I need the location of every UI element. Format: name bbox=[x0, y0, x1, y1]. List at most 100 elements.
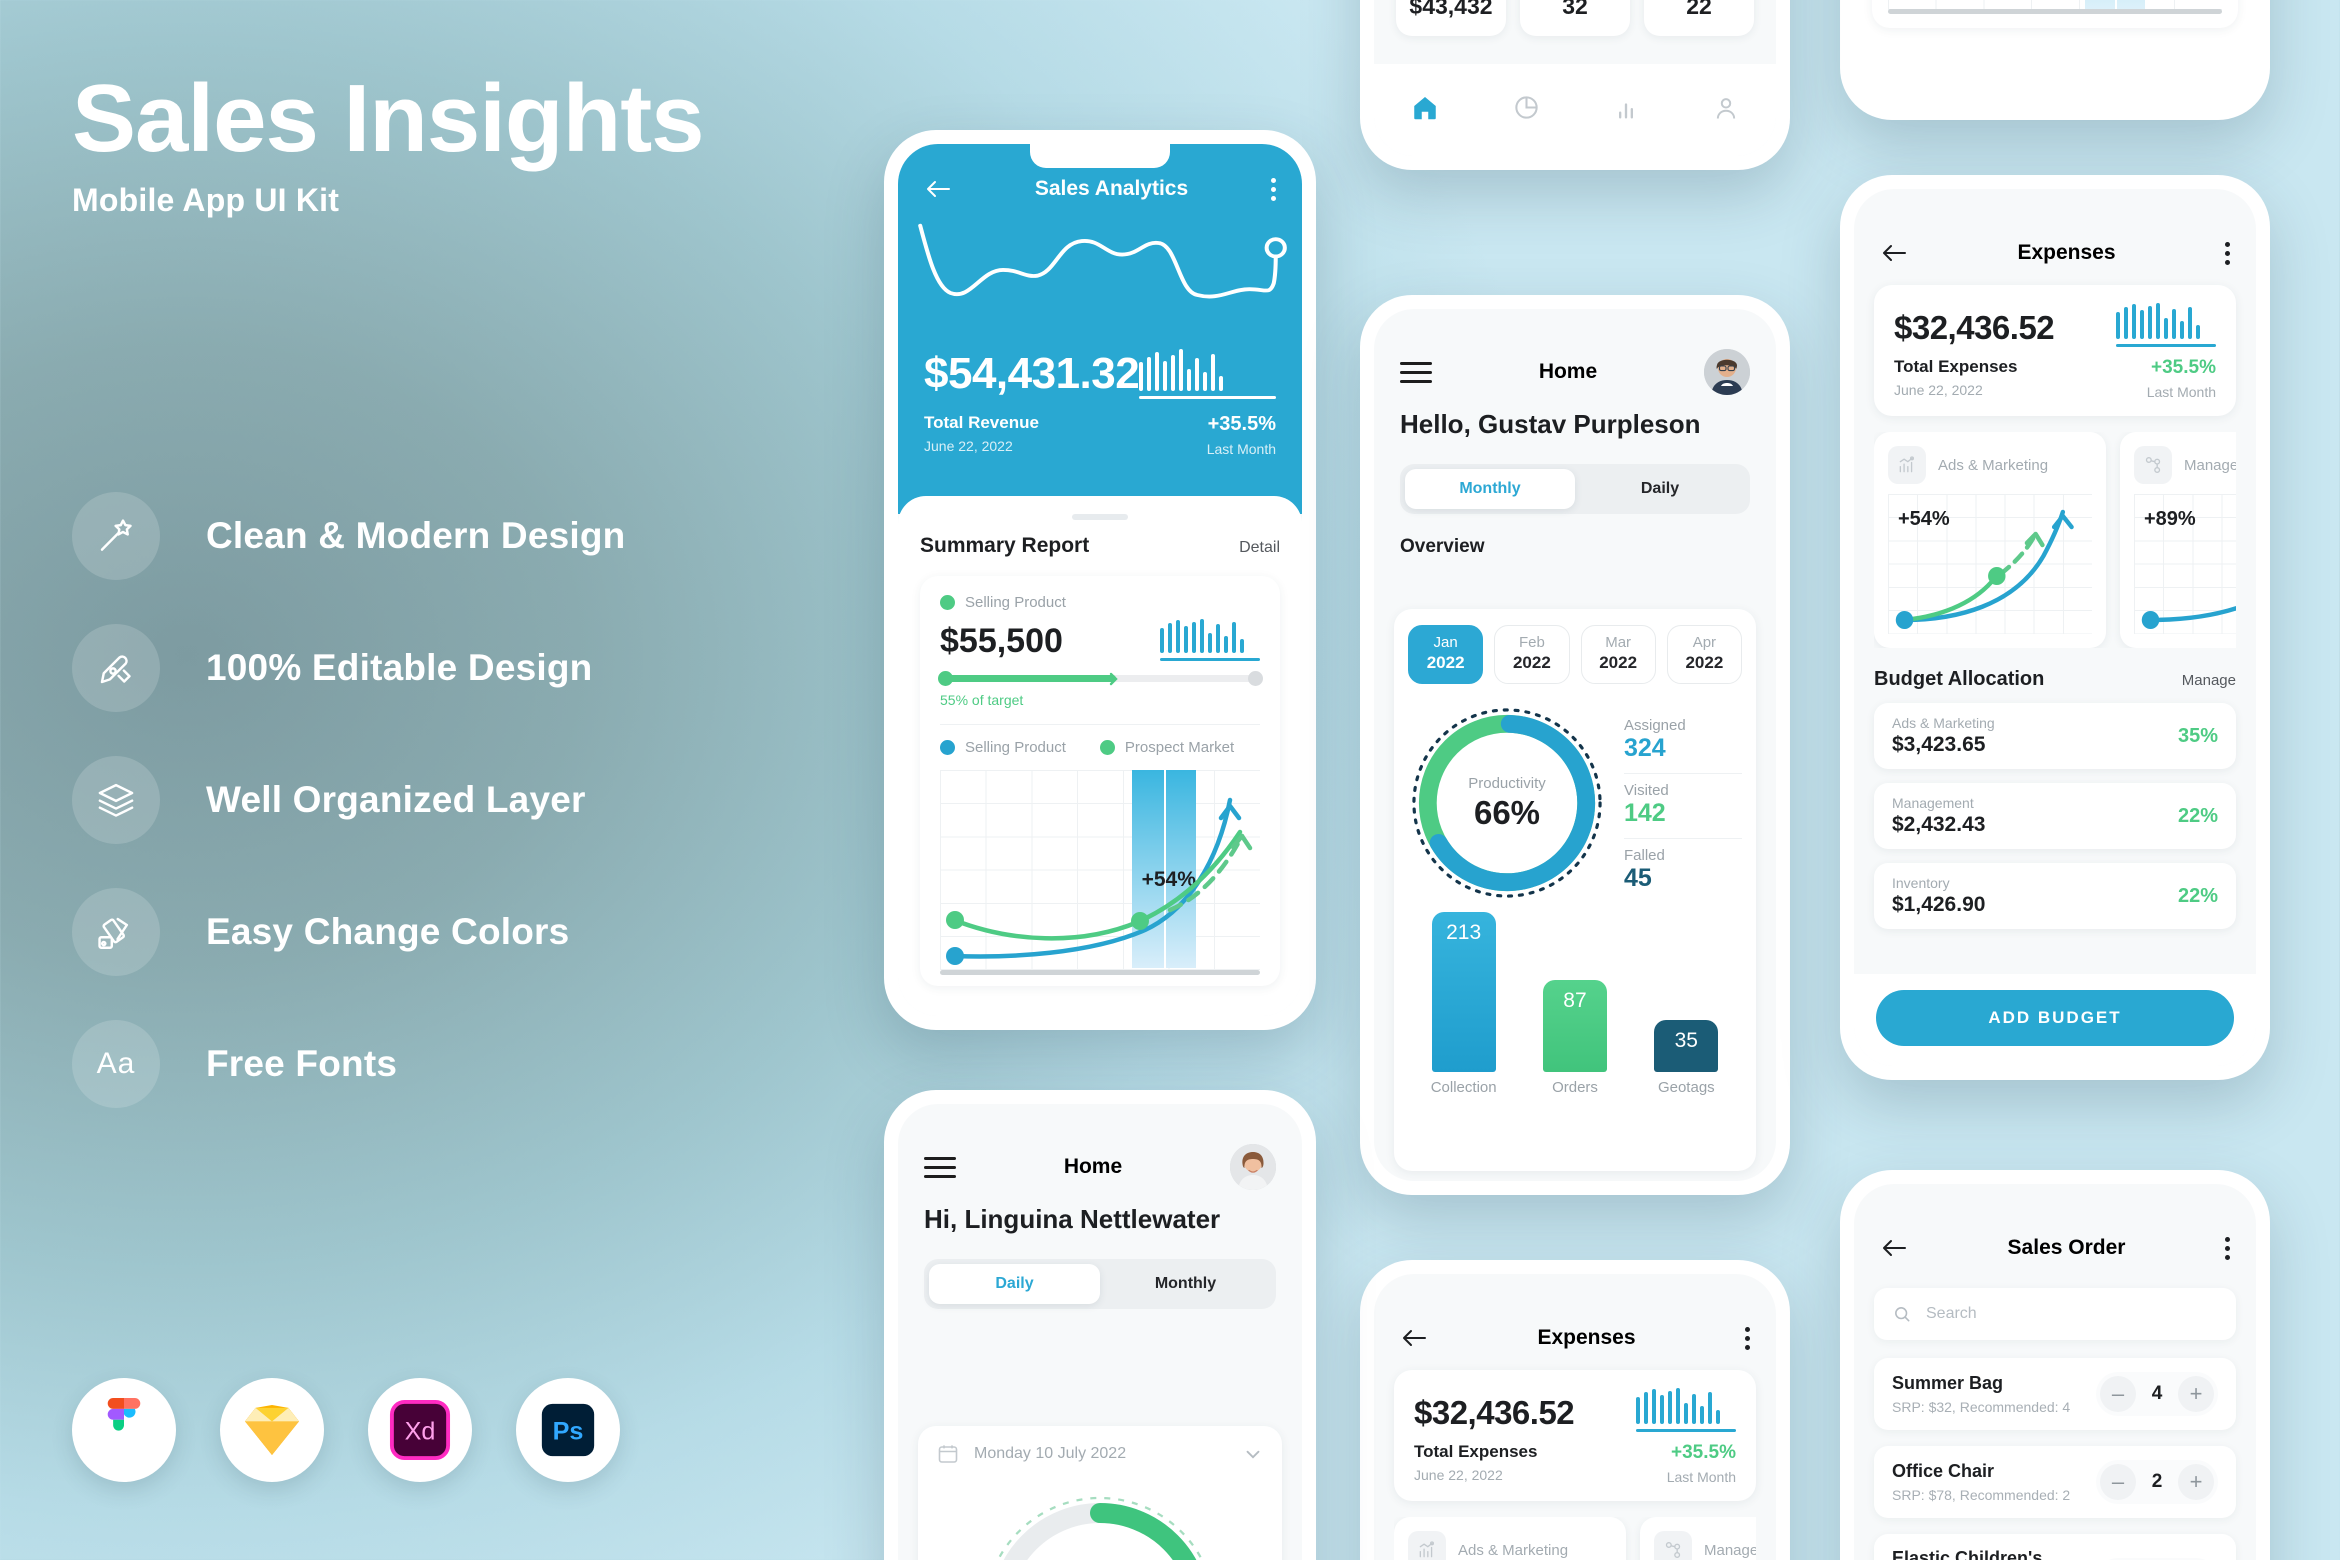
legend-dot-green bbox=[940, 595, 955, 610]
back-icon[interactable] bbox=[1880, 243, 1908, 263]
date-selector[interactable]: Monday 10 July 2022 bbox=[936, 1442, 1264, 1466]
order-row-elastic-childrens-shoes[interactable]: Elastic Children's Shoes SRP: $54, Recom… bbox=[1874, 1534, 2236, 1560]
manage-link[interactable]: Manage bbox=[2181, 672, 2236, 689]
page-title: Sales Insights bbox=[72, 65, 705, 172]
budget-row-pct: 35% bbox=[2177, 724, 2218, 747]
expense-card-management[interactable]: Management +89% bbox=[2120, 432, 2236, 648]
month-chip-apr[interactable]: Apr 2022 bbox=[1666, 625, 1742, 684]
period-toggle: Monthly Daily bbox=[1400, 464, 1750, 514]
stat-tile-orders[interactable]: Orders 32 bbox=[1520, 0, 1630, 36]
screen-title: Expenses bbox=[2017, 241, 2116, 264]
order-list: Summer Bag SRP: $32, Recommended: 4 – 4 … bbox=[1874, 1358, 2236, 1560]
expenses-date: June 22, 2022 bbox=[1894, 382, 1983, 398]
productivity-donut-chart: Productivity 66% bbox=[1408, 704, 1606, 902]
aa-glyph: Aa bbox=[96, 1047, 136, 1080]
month-year: 2022 bbox=[1426, 653, 1465, 672]
stat-tile-geotags[interactable]: Geotags 22 bbox=[1644, 0, 1754, 36]
back-icon[interactable] bbox=[924, 179, 952, 199]
period-toggle: Daily Monthly bbox=[924, 1259, 1276, 1309]
budget-row-ads-marketing[interactable]: Ads & Marketing $3,423.65 35% bbox=[1874, 703, 2236, 769]
overview-stat-list: Assigned 324 Visited 142 Falled 45 bbox=[1614, 713, 1742, 893]
chart-badge: +54% bbox=[1141, 868, 1196, 891]
detail-link[interactable]: Detail bbox=[1239, 539, 1280, 556]
feature-item-free-fonts: Aa Free Fonts bbox=[72, 998, 832, 1130]
expense-card-ads-marketing[interactable]: Ads & Marketing bbox=[1394, 1517, 1626, 1560]
feature-label: Clean & Modern Design bbox=[206, 515, 626, 556]
phone-mock-expenses: Expenses $32,436.52 bbox=[1840, 175, 2270, 1080]
more-options-icon[interactable] bbox=[2225, 1236, 2230, 1260]
back-icon[interactable] bbox=[1400, 1328, 1428, 1348]
nav-pie-chart-icon[interactable] bbox=[1512, 93, 1541, 127]
search-field[interactable]: Search bbox=[1874, 1288, 2236, 1340]
avatar-gustav[interactable] bbox=[1703, 349, 1750, 395]
nav-home-icon[interactable] bbox=[1410, 93, 1440, 128]
menu-icon[interactable] bbox=[1400, 361, 1432, 383]
revenue-line-chart bbox=[918, 223, 1287, 299]
screen-title: Home bbox=[1063, 1155, 1123, 1178]
quantity-value: 4 bbox=[2151, 1383, 2163, 1404]
add-budget-button[interactable]: ADD BUDGET bbox=[1876, 990, 2234, 1046]
feature-label: Well Organized Layer bbox=[206, 779, 586, 820]
expense-card-management[interactable]: Management bbox=[1640, 1517, 1756, 1560]
mini-chart-pct: +89% bbox=[2144, 508, 2196, 530]
tab-daily[interactable]: Daily bbox=[929, 1264, 1100, 1304]
budget-row-management[interactable]: Management $2,432.43 22% bbox=[1874, 783, 2236, 849]
more-options-icon[interactable] bbox=[2225, 241, 2230, 265]
layers-icon bbox=[72, 756, 160, 844]
summary-line-chart: +54% bbox=[940, 770, 1260, 975]
phone-mock-expenses-partial: Expenses $32,436.52 bbox=[1360, 1260, 1790, 1560]
increment-button[interactable]: + bbox=[2178, 1464, 2214, 1500]
feature-item-editable-design: 100% Editable Design bbox=[72, 602, 832, 734]
budget-row-inventory[interactable]: Inventory $1,426.90 22% bbox=[1874, 863, 2236, 929]
nav-person-icon[interactable] bbox=[1712, 94, 1740, 127]
decrement-button[interactable]: – bbox=[2100, 1376, 2136, 1412]
tab-monthly[interactable]: Monthly bbox=[1405, 469, 1575, 509]
sheet-grabber[interactable] bbox=[1072, 514, 1128, 520]
summary-report-title: Summary Report bbox=[920, 534, 1090, 557]
expense-mini-card-row: Ads & Marketing Management bbox=[1394, 1517, 1756, 1560]
feature-item-organized-layer: Well Organized Layer bbox=[72, 734, 832, 866]
stat-tile-collection[interactable]: Collection $43,432 bbox=[1396, 0, 1506, 36]
expense-card-ads-marketing[interactable]: Ads & Marketing +54% bbox=[1874, 432, 2106, 648]
legend-dot-blue bbox=[940, 740, 955, 755]
total-expenses-amount: $32,436.52 bbox=[1894, 309, 2055, 346]
total-expenses-card: $32,436.52 bbox=[1874, 285, 2236, 416]
hierarchy-icon bbox=[1654, 1531, 1692, 1560]
revenue-date: June 22, 2022 bbox=[924, 438, 1013, 454]
order-sub: SRP: $32, Recommended: 4 bbox=[1892, 1399, 2071, 1415]
month-year: 2022 bbox=[1599, 653, 1638, 672]
nav-bar-chart-icon[interactable] bbox=[1612, 94, 1640, 127]
month-chip-jan[interactable]: Jan 2022 bbox=[1408, 625, 1484, 684]
feature-label: Free Fonts bbox=[206, 1043, 398, 1084]
decrement-button[interactable]: – bbox=[2100, 1464, 2136, 1500]
avatar-linguina[interactable] bbox=[1229, 1144, 1276, 1190]
revenue-sparkline bbox=[1139, 349, 1276, 399]
mini-card-label: Ads & Marketing bbox=[1458, 1541, 1569, 1559]
order-row-summer-bag[interactable]: Summer Bag SRP: $32, Recommended: 4 – 4 … bbox=[1874, 1358, 2236, 1430]
back-icon[interactable] bbox=[1880, 1238, 1908, 1258]
increment-button[interactable]: + bbox=[2178, 1376, 2214, 1412]
mini-card-label: Management bbox=[1704, 1541, 1756, 1559]
bottom-nav bbox=[1374, 64, 1776, 156]
month-label: Mar bbox=[1605, 634, 1632, 651]
more-options-icon[interactable] bbox=[1745, 1326, 1750, 1350]
budget-row-pct: 22% bbox=[2177, 804, 2218, 827]
donut-label: Productivity bbox=[1468, 774, 1546, 792]
order-row-office-chair[interactable]: Office Chair SRP: $78, Recommended: 2 – … bbox=[1874, 1446, 2236, 1518]
expenses-delta: +35.5% bbox=[1671, 1442, 1736, 1463]
expenses-sparkline bbox=[2116, 303, 2216, 347]
stat-value: 45 bbox=[1624, 864, 1652, 892]
overview-label: Overview bbox=[1400, 536, 1485, 557]
phone-mock-partial-chart bbox=[1840, 0, 2270, 120]
month-chip-mar[interactable]: Mar 2022 bbox=[1580, 625, 1656, 684]
summary-report-sheet: Summary Report Detail Selling Product $5… bbox=[898, 496, 1302, 1016]
more-options-icon[interactable] bbox=[1271, 177, 1276, 201]
font-aa-icon: Aa bbox=[72, 1020, 160, 1108]
month-chip-feb[interactable]: Feb 2022 bbox=[1494, 625, 1570, 684]
tab-monthly[interactable]: Monthly bbox=[1154, 1275, 1217, 1292]
total-expenses-label: Total Expenses bbox=[1414, 1442, 1538, 1461]
month-year: 2022 bbox=[1512, 653, 1551, 672]
quantity-stepper: – 8 + bbox=[2096, 1557, 2218, 1560]
menu-icon[interactable] bbox=[924, 1156, 956, 1178]
tab-daily[interactable]: Daily bbox=[1640, 480, 1680, 497]
